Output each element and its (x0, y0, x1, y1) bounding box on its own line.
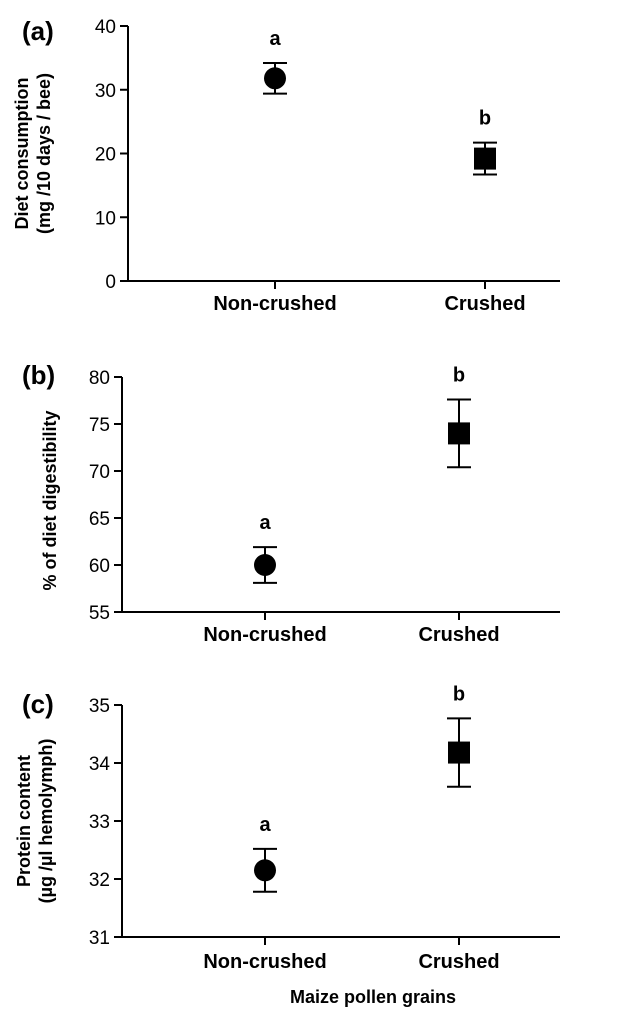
y-axis-label-line2: (mg /10 days / bee) (34, 73, 54, 234)
x-category-label: Crushed (418, 624, 499, 646)
significance-letter: a (259, 814, 271, 836)
significance-letter: b (453, 683, 465, 705)
panel-label: (a) (22, 16, 54, 46)
panel-label: (c) (22, 689, 54, 719)
y-tick-label: 35 (89, 696, 110, 717)
panel-label: (b) (22, 360, 55, 390)
x-category-label: Non-crushed (203, 624, 326, 646)
y-tick-label: 65 (89, 509, 110, 530)
x-category-label: Crushed (418, 951, 499, 973)
data-point-square (474, 147, 496, 170)
y-tick-label: 55 (89, 603, 110, 624)
y-tick-label: 60 (89, 556, 110, 577)
y-tick-label: 40 (95, 17, 116, 38)
y-axis-label-line2: (µg /µl hemolymph) (36, 739, 56, 904)
x-category-label: Crushed (444, 293, 525, 315)
y-axis-label-line1: Diet consumption (12, 78, 32, 230)
y-axis-label-line1: Protein content (14, 755, 34, 887)
significance-letter: a (269, 28, 281, 50)
y-tick-label: 10 (95, 208, 116, 229)
y-tick-label: 33 (89, 812, 110, 833)
y-tick-label: 80 (89, 368, 110, 389)
y-tick-label: 0 (105, 272, 116, 293)
x-axis-title: Maize pollen grains (290, 987, 456, 1007)
data-point-square (448, 741, 470, 764)
significance-letter: a (259, 512, 271, 534)
y-axis-label: % of diet digestibility (40, 410, 60, 590)
y-tick-label: 70 (89, 462, 110, 483)
y-tick-label: 34 (89, 754, 111, 775)
data-point-circle (264, 67, 286, 90)
data-point-circle (254, 554, 276, 576)
y-tick-label: 20 (95, 145, 116, 166)
y-tick-label: 31 (89, 928, 110, 949)
x-category-label: Non-crushed (203, 951, 326, 973)
data-point-circle (254, 859, 276, 882)
significance-letter: b (453, 365, 465, 387)
y-tick-label: 30 (95, 81, 116, 102)
y-tick-label: 32 (89, 870, 110, 891)
x-category-label: Non-crushed (213, 293, 336, 315)
data-point-square (448, 422, 470, 445)
significance-letter: b (479, 108, 491, 130)
y-tick-label: 75 (89, 415, 110, 436)
